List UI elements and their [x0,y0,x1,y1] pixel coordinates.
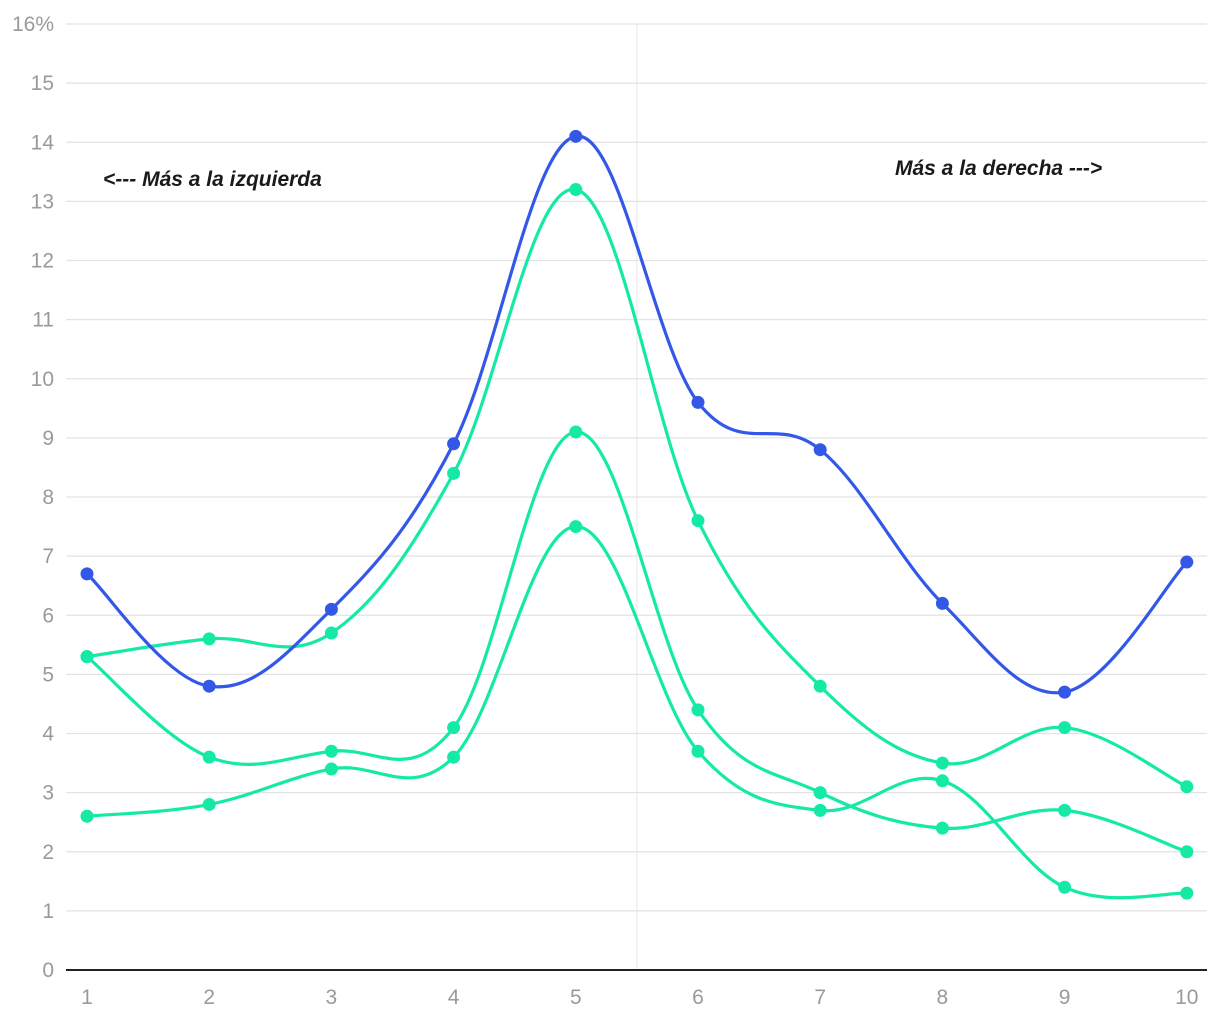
x-tick-label: 1 [81,986,93,1009]
data-point [202,797,216,811]
data-point [1058,685,1072,699]
data-point [1180,886,1194,900]
x-tick-label: 8 [937,986,949,1009]
series-group [80,129,1194,900]
data-point [1058,880,1072,894]
y-tick-label: 4 [42,723,54,746]
data-point [324,602,338,616]
data-point [202,632,216,646]
data-point [324,626,338,640]
series-line [86,524,1187,900]
y-tick-label: 13 [31,190,54,213]
data-point [1180,780,1194,794]
data-point [447,721,461,735]
data-point [691,514,705,528]
annotation-right: Más a la derecha ---> [895,157,1102,180]
data-point [1058,721,1072,735]
y-tick-label: 12 [31,250,54,273]
data-point [569,425,583,439]
data-point [691,395,705,409]
y-tick-label: 9 [42,427,54,450]
x-tick-label: 3 [326,986,338,1009]
x-tick-label: 2 [203,986,215,1009]
y-tick-label: 7 [42,545,54,568]
data-point [935,821,949,835]
series-4 [80,520,1194,900]
y-tick-label: 6 [42,604,54,627]
annotation-left: <--- Más a la izquierda [103,168,322,191]
series-1 [80,129,1194,699]
data-point [813,786,827,800]
data-point [202,679,216,693]
series-line [85,134,1188,695]
x-tick-label: 6 [692,986,704,1009]
series-line [85,430,1188,854]
data-point [447,750,461,764]
data-point [935,756,949,770]
series-line [86,187,1188,789]
data-point [813,679,827,693]
data-point [80,650,94,664]
x-tick-label: 4 [448,986,460,1009]
data-point [691,703,705,717]
data-point [935,774,949,788]
x-tick-label: 10 [1175,986,1198,1009]
y-tick-label: 14 [31,131,55,154]
data-point [935,596,949,610]
data-point [447,466,461,480]
y-tick-label: 16% [12,13,54,36]
x-tick-label: 5 [570,986,582,1009]
x-tick-label: 9 [1059,986,1071,1009]
data-point [324,762,338,776]
data-point [569,520,583,534]
data-point [1058,803,1072,817]
x-axis-tick-labels: 1 2 3 4 5 6 7 8 9 10 [81,986,1198,1009]
y-tick-label: 8 [42,486,54,509]
y-tick-label: 10 [31,368,54,391]
y-tick-label: 3 [42,782,54,805]
data-point [813,443,827,457]
data-point [691,744,705,758]
y-tick-label: 0 [42,959,54,982]
data-point [324,744,338,758]
data-point [80,567,94,581]
data-point [569,183,583,197]
y-tick-label: 5 [42,663,54,686]
y-tick-label: 1 [42,900,54,923]
x-tick-label: 7 [814,986,826,1009]
y-tick-label: 2 [42,841,54,864]
data-point [202,750,216,764]
data-point [569,129,583,143]
data-point [813,803,827,817]
series-3 [80,425,1194,859]
data-point [447,437,461,451]
data-point [1180,555,1194,569]
series-2 [80,183,1194,794]
y-tick-label: 15 [31,72,54,95]
data-point [1180,845,1194,859]
data-point [80,809,94,823]
y-tick-label: 11 [32,309,54,332]
